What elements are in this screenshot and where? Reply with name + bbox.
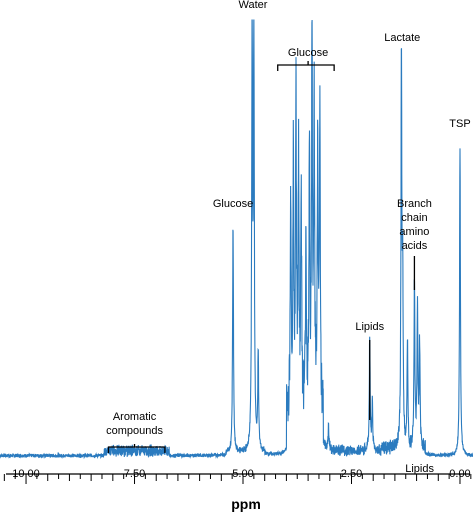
annotation-glucose: Glucose — [213, 198, 253, 210]
annotation-aromatic-compounds: Aromatic compounds — [106, 411, 166, 453]
bracket — [107, 446, 166, 453]
x-tick-label: 10.00 — [12, 468, 40, 480]
annotation-water: Water — [239, 0, 268, 11]
annotation-branch-chain-amino-acids: Branch chain amino acids — [397, 198, 432, 290]
annotation-label: amino — [399, 226, 429, 238]
x-tick-label: 0.00 — [449, 468, 470, 480]
annotation-label: Branch — [397, 198, 432, 210]
annotation-label: Lactate — [384, 32, 420, 44]
annotation-label: acids — [402, 240, 428, 252]
annotation-label: Lipids — [405, 463, 434, 475]
x-tick-label: 5.00 — [232, 468, 253, 480]
spectrum-trace — [0, 19, 473, 460]
plot-area — [0, 19, 473, 460]
annotation-lipids: Lipids — [405, 463, 434, 475]
annotation-tsp: TSP — [449, 118, 470, 130]
bracket — [277, 64, 335, 71]
annotation-label: Lipids — [355, 321, 384, 333]
peak-annotations: Water Glucose Lactate TSP Glucose Branch chain… — [106, 0, 471, 475]
x-axis: 10.00 7.50 5.00 2.50 0.00 — [3, 468, 472, 484]
annotation-label: Water — [239, 0, 268, 11]
x-tick-label: 2.50 — [341, 468, 362, 480]
annotation-lipids: Lipids — [355, 321, 385, 420]
annotation-label: compounds — [106, 425, 163, 437]
annotation-lactate: Lactate — [384, 32, 420, 44]
annotation-label: Glucose — [288, 47, 328, 59]
annotation-label: chain — [401, 212, 427, 224]
annotation-label: Aromatic — [113, 411, 157, 423]
annotation-label: TSP — [449, 118, 470, 130]
annotation-label: Glucose — [213, 198, 253, 210]
x-tick-label: 7.50 — [124, 468, 145, 480]
annotation-glucose: Glucose — [277, 47, 335, 71]
x-axis-label: ppm — [231, 496, 261, 512]
